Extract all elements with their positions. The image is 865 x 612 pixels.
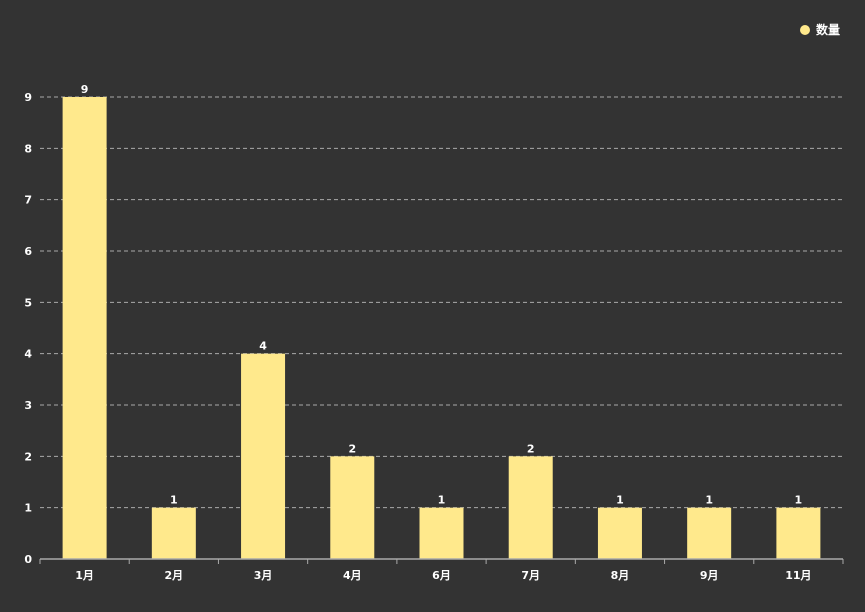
y-tick-label: 1 — [24, 502, 32, 515]
bar-7月[interactable] — [508, 456, 553, 559]
data-label: 1 — [795, 494, 803, 507]
data-label: 1 — [705, 494, 713, 507]
y-tick-label: 0 — [24, 553, 32, 566]
x-tick-label: 3月 — [254, 569, 273, 582]
y-tick-label: 7 — [24, 194, 32, 207]
data-labels: 9 1 4 2 1 2 1 1 1 — [81, 83, 802, 507]
data-label: 9 — [81, 83, 89, 96]
x-tick-label: 4月 — [343, 569, 362, 582]
data-label: 1 — [170, 494, 178, 507]
bar-6月[interactable] — [419, 507, 464, 559]
y-tick-label: 8 — [24, 142, 32, 155]
bar-2月[interactable] — [151, 507, 196, 559]
x-tick-label: 1月 — [75, 569, 94, 582]
x-tick-label: 11月 — [785, 569, 811, 582]
x-tick-label: 7月 — [521, 569, 540, 582]
y-tick-label: 4 — [24, 348, 32, 361]
y-tick-label: 3 — [24, 399, 32, 412]
y-tick-label: 6 — [24, 245, 32, 258]
bar-11月[interactable] — [776, 507, 821, 559]
x-tick-label: 8月 — [611, 569, 630, 582]
y-tick-label: 2 — [24, 450, 32, 463]
data-label: 2 — [527, 442, 535, 455]
x-tick-label: 2月 — [165, 569, 184, 582]
bars — [62, 97, 821, 559]
bar-8月[interactable] — [597, 507, 642, 559]
data-label: 1 — [616, 494, 624, 507]
bar-9月[interactable] — [687, 507, 732, 559]
bar-4月[interactable] — [330, 456, 375, 559]
data-label: 2 — [348, 442, 356, 455]
y-tick-label: 9 — [24, 91, 32, 104]
y-tick-label: 5 — [24, 296, 32, 309]
x-tick-label: 9月 — [700, 569, 719, 582]
data-label: 1 — [438, 494, 446, 507]
bar-3月[interactable] — [241, 353, 286, 559]
gridlines — [40, 96, 843, 509]
data-label: 4 — [259, 340, 267, 353]
legend-swatch-icon[interactable] — [800, 25, 810, 35]
legend[interactable]: 数量 — [800, 22, 840, 37]
axes: 0 1 2 3 4 5 6 7 8 9 1月 2月 3月 4月 6月 7月 8月 9月 11月 — [24, 91, 844, 582]
bar-1月[interactable] — [62, 97, 107, 559]
legend-label[interactable]: 数量 — [816, 22, 840, 37]
x-tick-label: 6月 — [432, 569, 451, 582]
